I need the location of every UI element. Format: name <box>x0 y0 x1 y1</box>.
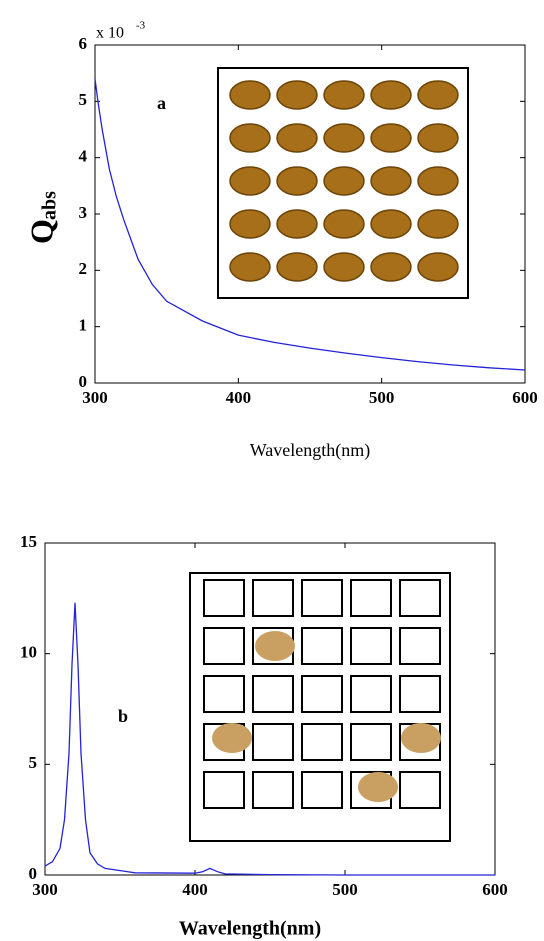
x-tick-label: 400 <box>226 388 252 407</box>
cell <box>203 771 245 809</box>
inset-a <box>217 67 469 299</box>
particle <box>229 209 271 239</box>
particle <box>229 252 271 282</box>
cell <box>350 723 392 761</box>
cell <box>203 675 245 713</box>
particle <box>417 80 459 110</box>
y-multiplier: x 10 <box>96 25 124 42</box>
data-line <box>44 602 495 876</box>
inset-b <box>189 572 451 842</box>
x-tick-label: 500 <box>369 388 395 407</box>
cell <box>203 579 245 617</box>
y-tick-label: 5 <box>79 90 88 109</box>
particle <box>323 80 365 110</box>
particle <box>323 123 365 153</box>
cell <box>252 675 294 713</box>
y-tick-label: 2 <box>79 259 88 278</box>
particle <box>417 209 459 239</box>
annotation: b <box>118 706 128 726</box>
cell <box>252 723 294 761</box>
particle <box>276 123 318 153</box>
particle <box>276 209 318 239</box>
cell <box>350 675 392 713</box>
cell <box>203 627 245 665</box>
cell <box>350 579 392 617</box>
particle <box>370 123 412 153</box>
cell <box>252 771 294 809</box>
annotation: a <box>157 93 166 113</box>
y-tick-label: 0 <box>79 372 88 391</box>
cell <box>301 579 343 617</box>
particle <box>370 166 412 196</box>
y-tick-label: 10 <box>20 643 37 662</box>
x-axis-label: Wavelength(nm) <box>250 440 371 461</box>
cell <box>301 771 343 809</box>
particle <box>276 166 318 196</box>
particle <box>323 166 365 196</box>
cell <box>350 627 392 665</box>
particle <box>229 166 271 196</box>
x-tick-label: 400 <box>182 880 208 899</box>
particle <box>276 252 318 282</box>
cell <box>252 579 294 617</box>
particle <box>323 209 365 239</box>
cell <box>399 771 441 809</box>
y-label-sub: abs <box>39 191 61 220</box>
particle <box>229 80 271 110</box>
particle <box>370 80 412 110</box>
x-axis-label: Wavelength(nm) <box>179 918 321 940</box>
particle <box>417 123 459 153</box>
x-tick-label: 300 <box>82 388 108 407</box>
y-tick-label: 15 <box>20 532 37 551</box>
y-label-main: Q <box>23 219 59 244</box>
cell <box>399 675 441 713</box>
cell <box>399 579 441 617</box>
x-tick-label: 600 <box>482 880 508 899</box>
y-tick-label: 5 <box>29 753 38 772</box>
y-multiplier-exponent: -3 <box>136 20 146 32</box>
y-tick-label: 6 <box>79 34 88 53</box>
data-line <box>94 78 526 371</box>
cell <box>399 627 441 665</box>
particle <box>370 252 412 282</box>
particle <box>417 166 459 196</box>
particle <box>229 123 271 153</box>
particle <box>417 252 459 282</box>
particle <box>323 252 365 282</box>
y-tick-label: 0 <box>29 864 38 883</box>
y-tick-label: 3 <box>79 203 88 222</box>
cell <box>301 627 343 665</box>
x-tick-label: 500 <box>332 880 358 899</box>
cell <box>301 675 343 713</box>
particle <box>370 209 412 239</box>
y-tick-label: 1 <box>79 316 88 335</box>
x-tick-label: 300 <box>32 880 58 899</box>
cell <box>301 723 343 761</box>
y-tick-label: 4 <box>79 147 88 166</box>
x-tick-label: 600 <box>512 388 538 407</box>
particle <box>276 80 318 110</box>
